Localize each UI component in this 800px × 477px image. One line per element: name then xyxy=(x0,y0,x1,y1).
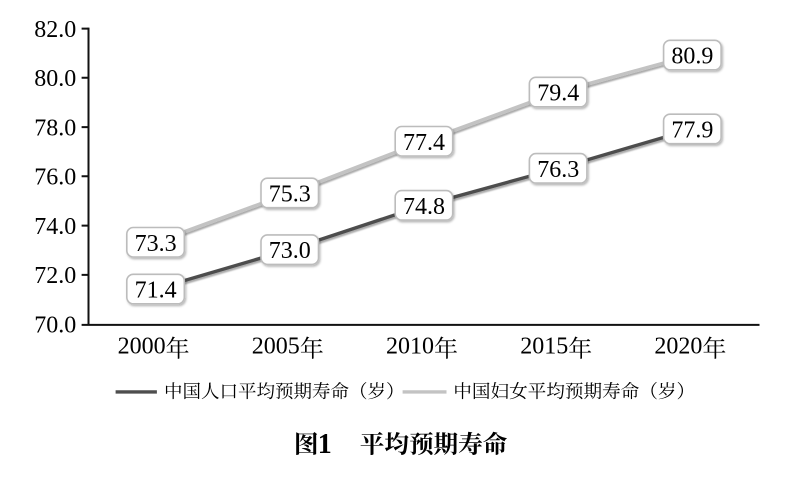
svg-text:71.4: 71.4 xyxy=(135,278,177,304)
svg-text:73.0: 73.0 xyxy=(269,238,311,264)
svg-text:73.3: 73.3 xyxy=(135,231,177,257)
svg-text:2010: 2010 xyxy=(386,334,434,360)
svg-text:72.0: 72.0 xyxy=(34,263,76,289)
svg-text:80.0: 80.0 xyxy=(34,66,76,92)
svg-text:76.3: 76.3 xyxy=(537,157,579,183)
svg-text:77.4: 77.4 xyxy=(403,130,445,156)
svg-text:2005: 2005 xyxy=(252,334,300,360)
svg-text:79.4: 79.4 xyxy=(537,81,579,107)
svg-text:1: 1 xyxy=(318,429,332,460)
svg-text:78.0: 78.0 xyxy=(34,115,76,141)
svg-text:77.9: 77.9 xyxy=(671,118,713,144)
svg-text:2015: 2015 xyxy=(520,334,568,360)
svg-text:74.0: 74.0 xyxy=(34,214,76,240)
svg-text:82.0: 82.0 xyxy=(34,17,76,43)
svg-text:70.0: 70.0 xyxy=(34,312,76,338)
svg-text:74.8: 74.8 xyxy=(403,194,445,220)
svg-text:76.0: 76.0 xyxy=(34,165,76,191)
svg-text:80.9: 80.9 xyxy=(671,44,713,70)
svg-text:2000: 2000 xyxy=(118,334,166,360)
svg-text:2020: 2020 xyxy=(654,334,702,360)
svg-text:75.3: 75.3 xyxy=(269,182,311,208)
